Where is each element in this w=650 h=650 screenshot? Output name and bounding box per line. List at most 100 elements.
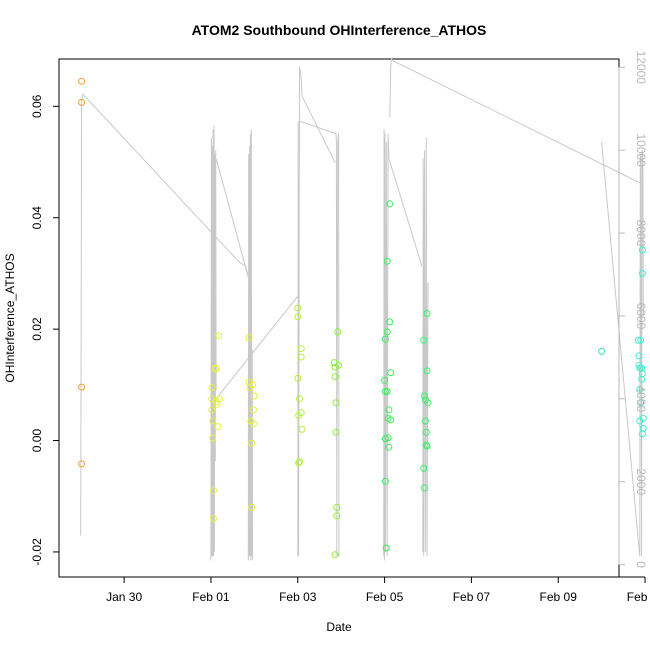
data-point-26 bbox=[250, 420, 257, 428]
y2-tick-label-1: 2000 bbox=[634, 468, 648, 495]
data-point-43 bbox=[332, 428, 340, 436]
data-point-28 bbox=[294, 304, 302, 312]
data-point-24 bbox=[249, 381, 257, 389]
data-point-40 bbox=[331, 363, 339, 371]
y-tick-label-4: 0.06 bbox=[30, 94, 44, 118]
y-tick-label-2: 0.02 bbox=[30, 317, 44, 341]
data-point-46 bbox=[331, 551, 339, 559]
data-point-4 bbox=[208, 384, 216, 392]
line-segment-0 bbox=[80, 93, 249, 536]
data-point-18 bbox=[245, 334, 253, 341]
data-point-0 bbox=[78, 77, 86, 85]
line-segment-8 bbox=[389, 57, 641, 184]
data-point-91 bbox=[638, 370, 646, 378]
data-point-6 bbox=[208, 406, 216, 414]
data-point-45 bbox=[333, 512, 341, 520]
data-point-47 bbox=[334, 328, 342, 336]
x-axis: Jan 30 Feb 01 Feb 03 Feb 05 Feb 07 Feb 09 Feb … bbox=[106, 576, 650, 604]
line-segment-3 bbox=[247, 129, 254, 561]
data-point-63 bbox=[386, 318, 394, 326]
data-point-74 bbox=[423, 310, 431, 317]
data-point-77 bbox=[424, 399, 432, 407]
y2-axis: 0 2000 4000 6000 8000 10000 12000 bbox=[618, 51, 648, 568]
data-point-72 bbox=[422, 428, 430, 436]
data-point-37 bbox=[297, 409, 305, 417]
data-point-29 bbox=[294, 313, 302, 321]
data-point-64 bbox=[387, 369, 395, 377]
data-point-92 bbox=[639, 414, 647, 422]
data-point-23 bbox=[248, 503, 256, 511]
data-point-30 bbox=[294, 374, 302, 382]
data-point-94 bbox=[638, 430, 646, 438]
x-tick-label-3: Feb 05 bbox=[366, 590, 404, 604]
data-point-8 bbox=[209, 434, 217, 442]
y2-tick-label-6: 12000 bbox=[634, 51, 648, 85]
data-point-48 bbox=[335, 361, 343, 369]
data-point-78 bbox=[598, 347, 606, 355]
data-point-15 bbox=[214, 423, 222, 431]
data-point-62 bbox=[386, 200, 394, 208]
y2-tick-label-0: 0 bbox=[634, 561, 648, 568]
data-point-50 bbox=[381, 335, 389, 343]
line-segment-6 bbox=[299, 120, 340, 557]
line-segment-2 bbox=[215, 158, 252, 553]
data-point-49 bbox=[381, 376, 389, 384]
y-axis-label: OHInterference_ATHOS bbox=[3, 253, 17, 382]
data-point-16 bbox=[215, 332, 223, 340]
data-point-34 bbox=[296, 458, 303, 466]
data-point-54 bbox=[382, 544, 390, 552]
y2-tick-label-2: 4000 bbox=[634, 385, 648, 412]
chart-title: ATOM2 Southbound OHInterference_ATHOS bbox=[192, 22, 487, 38]
data-point-32 bbox=[295, 459, 303, 467]
data-point-60 bbox=[385, 406, 393, 414]
data-point-80 bbox=[635, 352, 643, 360]
data-point-7 bbox=[209, 417, 217, 425]
data-point-36 bbox=[297, 353, 305, 361]
data-point-10 bbox=[210, 515, 217, 522]
y-tick-label-1: 0.00 bbox=[30, 429, 44, 453]
secondary-line-series bbox=[80, 57, 644, 561]
data-point-56 bbox=[383, 328, 391, 336]
data-point-41 bbox=[331, 373, 339, 380]
y2-tick-label-3: 6000 bbox=[634, 303, 648, 330]
data-point-53 bbox=[381, 477, 389, 485]
data-point-42 bbox=[332, 399, 340, 407]
y2-tick-label-4: 8000 bbox=[634, 220, 648, 247]
data-point-11 bbox=[211, 364, 219, 372]
data-point-2 bbox=[78, 383, 86, 391]
data-point-57 bbox=[383, 388, 391, 395]
data-point-83 bbox=[636, 385, 644, 393]
y2-tick-label-5: 10000 bbox=[634, 133, 648, 167]
data-point-67 bbox=[420, 464, 428, 472]
data-point-68 bbox=[421, 484, 428, 492]
y-tick-label-3: 0.04 bbox=[30, 206, 44, 230]
data-point-27 bbox=[250, 392, 258, 400]
data-point-55 bbox=[383, 257, 391, 265]
line-segment-7 bbox=[383, 129, 423, 561]
data-point-22 bbox=[248, 439, 256, 447]
data-point-76 bbox=[423, 442, 431, 450]
data-point-89 bbox=[638, 246, 646, 254]
line-segment-9 bbox=[422, 137, 429, 557]
x-axis-label: Date bbox=[326, 620, 352, 634]
data-point-73 bbox=[422, 441, 430, 449]
line-segment-5 bbox=[297, 67, 336, 557]
x-tick-label-5: Feb 09 bbox=[540, 590, 578, 604]
x-tick-label-4: Feb 07 bbox=[453, 590, 491, 604]
data-point-61 bbox=[385, 443, 393, 451]
data-point-1 bbox=[78, 98, 86, 106]
x-tick-label-0: Jan 30 bbox=[106, 590, 142, 604]
data-point-17 bbox=[216, 395, 224, 403]
data-point-69 bbox=[421, 392, 428, 400]
data-point-38 bbox=[298, 425, 306, 433]
data-point-3 bbox=[78, 460, 86, 468]
x-tick-label-6: Feb 11 bbox=[627, 590, 650, 604]
y-axis: -0.02 0.00 0.02 0.04 0.06 bbox=[30, 94, 60, 566]
data-point-79 bbox=[634, 336, 642, 344]
data-point-66 bbox=[420, 336, 428, 344]
data-point-35 bbox=[297, 345, 305, 353]
data-point-25 bbox=[250, 406, 257, 414]
data-point-86 bbox=[637, 336, 645, 344]
line-segment-1 bbox=[210, 125, 217, 561]
